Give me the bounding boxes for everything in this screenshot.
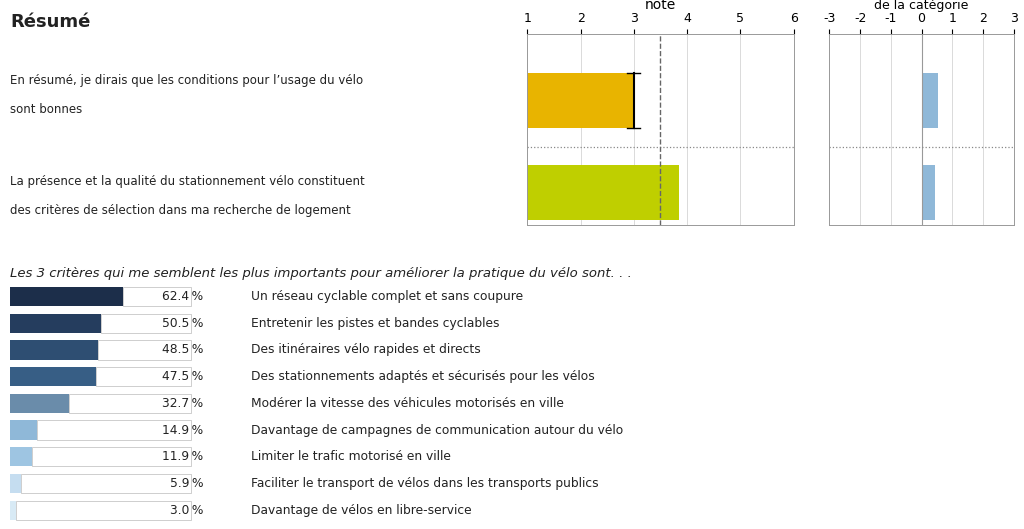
Text: Faciliter le transport de vélos dans les transports publics: Faciliter le transport de vélos dans les… [251, 477, 599, 490]
Text: 5.9 %: 5.9 % [170, 477, 204, 490]
Bar [922, 165, 936, 220]
Bar [10, 367, 96, 386]
Bar [527, 73, 634, 128]
Text: 14.9 %: 14.9 % [162, 424, 204, 436]
Text: 3.0 %: 3.0 % [170, 504, 204, 517]
Bar [98, 340, 190, 360]
Text: Entretenir les pistes et bandes cyclables: Entretenir les pistes et bandes cyclable… [251, 317, 500, 330]
Text: 50.5 %: 50.5 % [162, 317, 204, 330]
Text: 62.4 %: 62.4 % [162, 290, 204, 303]
Bar [20, 474, 190, 493]
Bar [15, 501, 190, 520]
Bar [10, 340, 98, 360]
Bar [10, 394, 70, 413]
Bar [123, 287, 190, 306]
Text: 11.9 %: 11.9 % [162, 450, 204, 463]
X-axis label: note: note [645, 0, 676, 12]
Bar [101, 314, 190, 333]
Bar [70, 394, 190, 413]
Bar [10, 474, 20, 493]
Text: 32.7 %: 32.7 % [162, 397, 204, 410]
Bar [10, 421, 37, 440]
Text: 47.5 %: 47.5 % [162, 370, 204, 383]
Text: Des itinéraires vélo rapides et directs: Des itinéraires vélo rapides et directs [251, 343, 481, 357]
Text: Davantage de campagnes de communication autour du vélo: Davantage de campagnes de communication … [251, 424, 624, 436]
Text: Des stationnements adaptés et sécurisés pour les vélos: Des stationnements adaptés et sécurisés … [251, 370, 595, 383]
Text: La présence et la qualité du stationnement vélo constituent: La présence et la qualité du stationneme… [10, 175, 365, 188]
Text: En résumé, je dirais que les conditions pour l’usage du vélo: En résumé, je dirais que les conditions … [10, 74, 364, 87]
Text: Un réseau cyclable complet et sans coupure: Un réseau cyclable complet et sans coupu… [251, 290, 523, 303]
X-axis label: écart à la moyenne
de la catégorie: écart à la moyenne de la catégorie [860, 0, 983, 12]
Bar [96, 367, 190, 386]
Text: Limiter le trafic motorisé en ville: Limiter le trafic motorisé en ville [251, 450, 451, 463]
Bar [10, 287, 123, 306]
Text: des critères de sélection dans ma recherche de logement: des critères de sélection dans ma recher… [10, 204, 351, 217]
Bar [32, 447, 190, 467]
Bar [10, 447, 32, 467]
Bar [527, 165, 679, 220]
Text: sont bonnes: sont bonnes [10, 103, 83, 116]
Bar [10, 314, 101, 333]
Bar [922, 73, 938, 128]
Bar [37, 421, 190, 440]
Text: Les 3 critères qui me semblent les plus importants pour améliorer la pratique du: Les 3 critères qui me semblent les plus … [10, 267, 632, 280]
Text: Modérer la vitesse des véhicules motorisés en ville: Modérer la vitesse des véhicules motoris… [251, 397, 564, 410]
Text: Résumé: Résumé [10, 13, 90, 31]
Text: 48.5 %: 48.5 % [162, 343, 204, 357]
Bar [10, 501, 15, 520]
Text: Davantage de vélos en libre-service: Davantage de vélos en libre-service [251, 504, 472, 517]
